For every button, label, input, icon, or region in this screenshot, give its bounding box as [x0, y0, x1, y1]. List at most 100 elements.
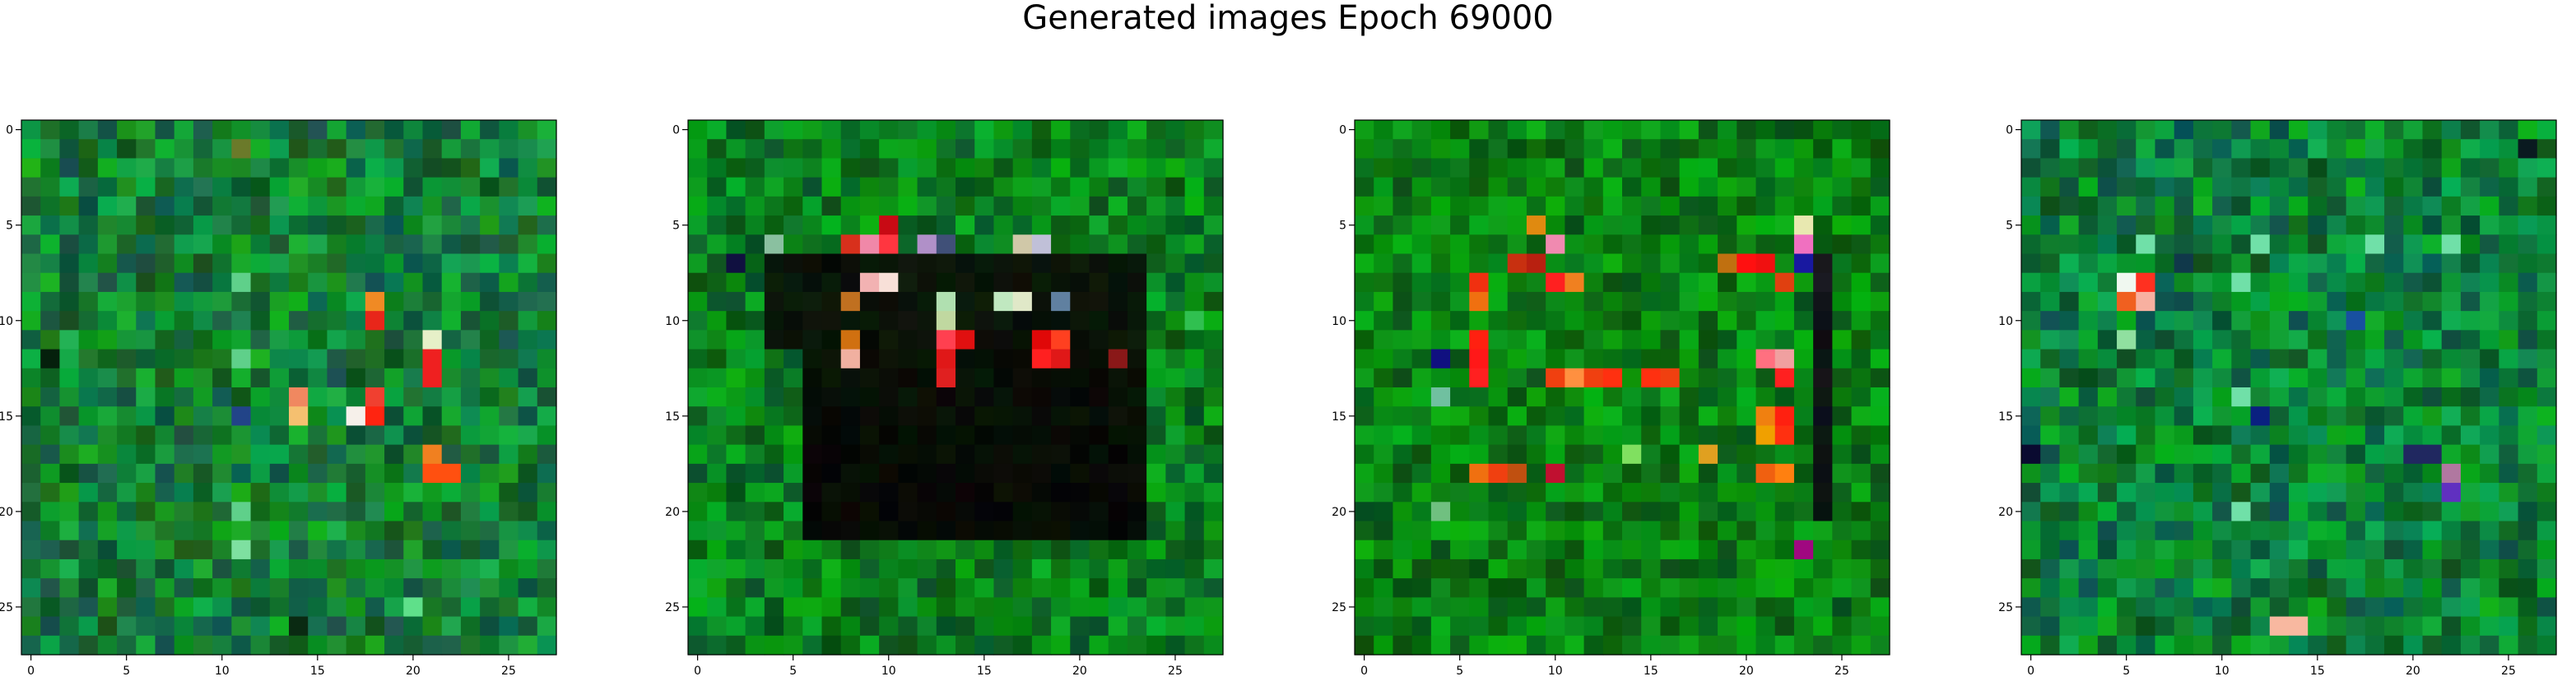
- pixel-cell: [78, 368, 99, 388]
- pixel-cell: [117, 177, 137, 197]
- pixel-cell: [2136, 502, 2156, 522]
- pixel-cell: [308, 215, 328, 235]
- pixel-cell: [193, 425, 213, 446]
- pixel-cell: [2097, 558, 2118, 579]
- x-tick-label: 20: [2406, 665, 2420, 678]
- pixel-cell: [1012, 368, 1033, 388]
- pixel-cell: [1393, 616, 1413, 637]
- pixel-cell: [1146, 483, 1166, 503]
- pixel-cell: [40, 425, 61, 446]
- pixel-cell: [1089, 291, 1109, 312]
- pixel-cell: [1870, 597, 1890, 618]
- pixel-cell: [2040, 558, 2061, 579]
- pixel-cell: [193, 311, 213, 331]
- pixel-cell: [269, 635, 290, 656]
- pixel-cell: [289, 406, 309, 427]
- pixel-cell: [1089, 215, 1109, 235]
- pixel-cell: [1051, 215, 1071, 235]
- pixel-cell: [2422, 139, 2443, 160]
- pixel-cell: [1718, 597, 1737, 618]
- pixel-cell: [802, 558, 823, 579]
- pixel-cell: [499, 177, 519, 197]
- pixel-cell: [499, 463, 519, 484]
- pixel-cell: [898, 368, 918, 388]
- pixel-cell: [1832, 349, 1853, 369]
- pixel-cell: [384, 177, 404, 197]
- pixel-cell: [59, 330, 80, 350]
- pixel-cell: [688, 291, 708, 312]
- pixel-cell: [2250, 291, 2271, 312]
- pixel-cell: [1698, 483, 1718, 503]
- pixel-cell: [460, 215, 481, 235]
- pixel-cell: [21, 311, 41, 331]
- pixel-cell: [802, 158, 823, 178]
- pixel-cell: [1565, 387, 1585, 407]
- pixel-cell: [269, 502, 290, 522]
- pixel-cell: [1622, 635, 1642, 656]
- pixel-cell: [2346, 368, 2366, 388]
- pixel-cell: [2289, 483, 2309, 503]
- pixel-cell: [2097, 502, 2118, 522]
- pixel-cell: [2441, 578, 2462, 598]
- pixel-cell: [2097, 272, 2118, 293]
- pixel-cell: [1737, 444, 1757, 465]
- pixel-cell: [726, 425, 746, 446]
- pixel-cell: [1565, 196, 1585, 216]
- pixel-cell: [1660, 196, 1681, 216]
- pixel-cell: [2403, 483, 2424, 503]
- pixel-cell: [1450, 272, 1470, 293]
- pixel-cell: [821, 120, 842, 140]
- pixel-cell: [174, 311, 194, 331]
- axes-frame: [687, 119, 1224, 656]
- pixel-cell: [1450, 635, 1470, 656]
- pixel-cell: [518, 215, 538, 235]
- pixel-cell: [1507, 521, 1527, 541]
- pixel-cell: [1430, 502, 1451, 522]
- pixel-cell: [1755, 521, 1776, 541]
- pixel-cell: [1469, 272, 1490, 293]
- pixel-cell: [2384, 272, 2404, 293]
- pixel-cell: [1737, 139, 1757, 160]
- pixel-cell: [2289, 635, 2309, 656]
- pixel-cell: [78, 330, 99, 350]
- pixel-cell: [97, 215, 118, 235]
- pixel-cell: [174, 540, 194, 560]
- pixel-cell: [1411, 253, 1432, 274]
- pixel-cell: [327, 483, 347, 503]
- pixel-cell: [1851, 177, 1872, 197]
- pixel-cell: [1565, 425, 1585, 446]
- pixel-cell: [2289, 387, 2309, 407]
- pixel-cell: [499, 502, 519, 522]
- pixel-cell: [1165, 502, 1186, 522]
- pixel-cell: [1870, 578, 1890, 598]
- pixel-cell: [537, 253, 557, 274]
- pixel-cell: [2097, 330, 2118, 350]
- pixel-cell: [441, 616, 462, 637]
- pixel-cell: [2346, 406, 2366, 427]
- pixel-cell: [745, 349, 765, 369]
- pixel-cell: [1755, 330, 1776, 350]
- pixel-cell: [499, 291, 519, 312]
- pixel-cell: [2097, 139, 2118, 160]
- pixel-cell: [1737, 196, 1757, 216]
- pixel-cell: [1089, 521, 1109, 541]
- pixel-cell: [403, 139, 424, 160]
- pixel-cell: [193, 463, 213, 484]
- pixel-cell: [250, 483, 271, 503]
- pixel-cell: [1108, 234, 1128, 255]
- pixel-cell: [2422, 177, 2443, 197]
- pixel-cell: [802, 406, 823, 427]
- pixel-cell: [21, 234, 41, 255]
- pixel-cell: [1488, 616, 1509, 637]
- pixel-cell: [859, 425, 880, 446]
- pixel-cell: [1070, 502, 1090, 522]
- pixel-cell: [1755, 597, 1776, 618]
- pixel-cell: [2364, 330, 2385, 350]
- pixel-cell: [289, 196, 309, 216]
- pixel-cell: [2078, 616, 2099, 637]
- pixel-cell: [1165, 558, 1186, 579]
- pixel-cell: [898, 635, 918, 656]
- pixel-cell: [1774, 425, 1795, 446]
- pixel-cell: [193, 540, 213, 560]
- pixel-cell: [2250, 483, 2271, 503]
